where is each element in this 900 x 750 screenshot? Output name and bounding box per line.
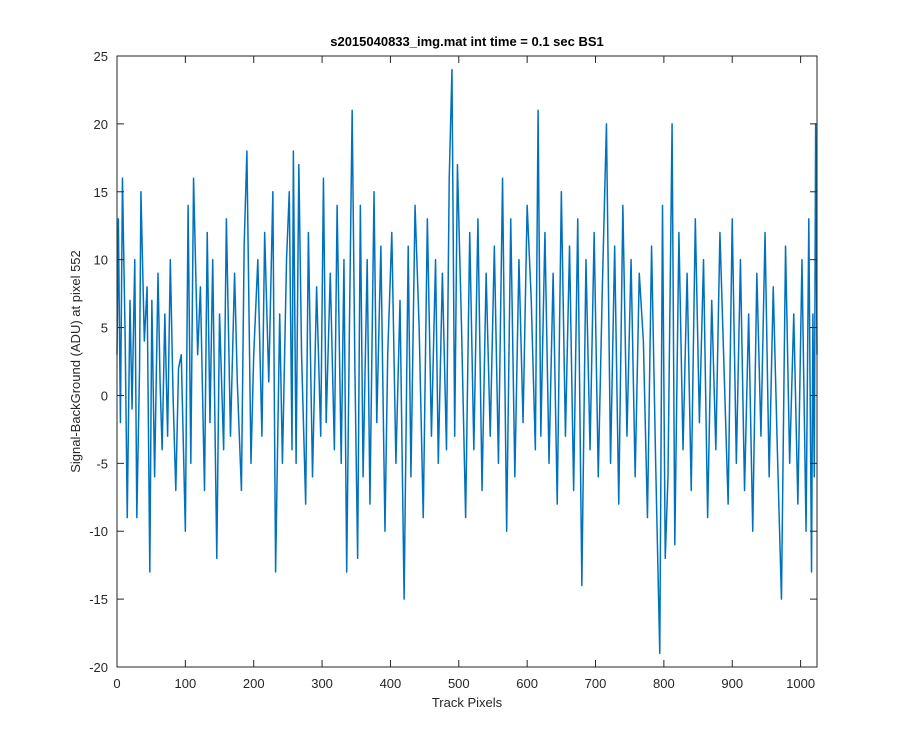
- y-tick-label: 10: [94, 253, 108, 268]
- x-axis-label: Track Pixels: [432, 695, 503, 710]
- x-tick-label: 800: [653, 676, 675, 691]
- y-tick-label: 25: [94, 49, 108, 64]
- y-axis-label: Signal-BackGround (ADU) at pixel 552: [68, 250, 83, 473]
- y-tick-label: -10: [89, 524, 108, 539]
- tick-layer: 0 100 200 300 400 500 600 700 800 900 1000-20-15-1…: [89, 49, 817, 691]
- y-tick-label: 0: [101, 388, 108, 403]
- y-tick-label: 20: [94, 117, 108, 132]
- y-tick-label: 15: [94, 185, 108, 200]
- series-line-0: [116, 68, 818, 655]
- y-tick-label: 5: [101, 321, 108, 336]
- y-tick-label: -20: [89, 660, 108, 675]
- x-tick-label: 1000: [786, 676, 815, 691]
- x-tick-label: 400: [380, 676, 402, 691]
- x-tick-label: 700: [585, 676, 607, 691]
- y-tick-label: -5: [96, 456, 108, 471]
- plot-area: [117, 56, 817, 667]
- x-tick-label: 100: [175, 676, 197, 691]
- x-tick-label: 300: [311, 676, 333, 691]
- chart-title: s2015040833_img.mat int time = 0.1 sec B…: [330, 34, 604, 49]
- x-tick-label: 200: [243, 676, 265, 691]
- y-tick-label: -15: [89, 592, 108, 607]
- x-tick-label: 0: [113, 676, 120, 691]
- x-tick-label: 600: [516, 676, 538, 691]
- axes-frame: [116, 55, 818, 668]
- x-tick-label: 900: [721, 676, 743, 691]
- series-layer: [116, 68, 818, 655]
- x-tick-label: 500: [448, 676, 470, 691]
